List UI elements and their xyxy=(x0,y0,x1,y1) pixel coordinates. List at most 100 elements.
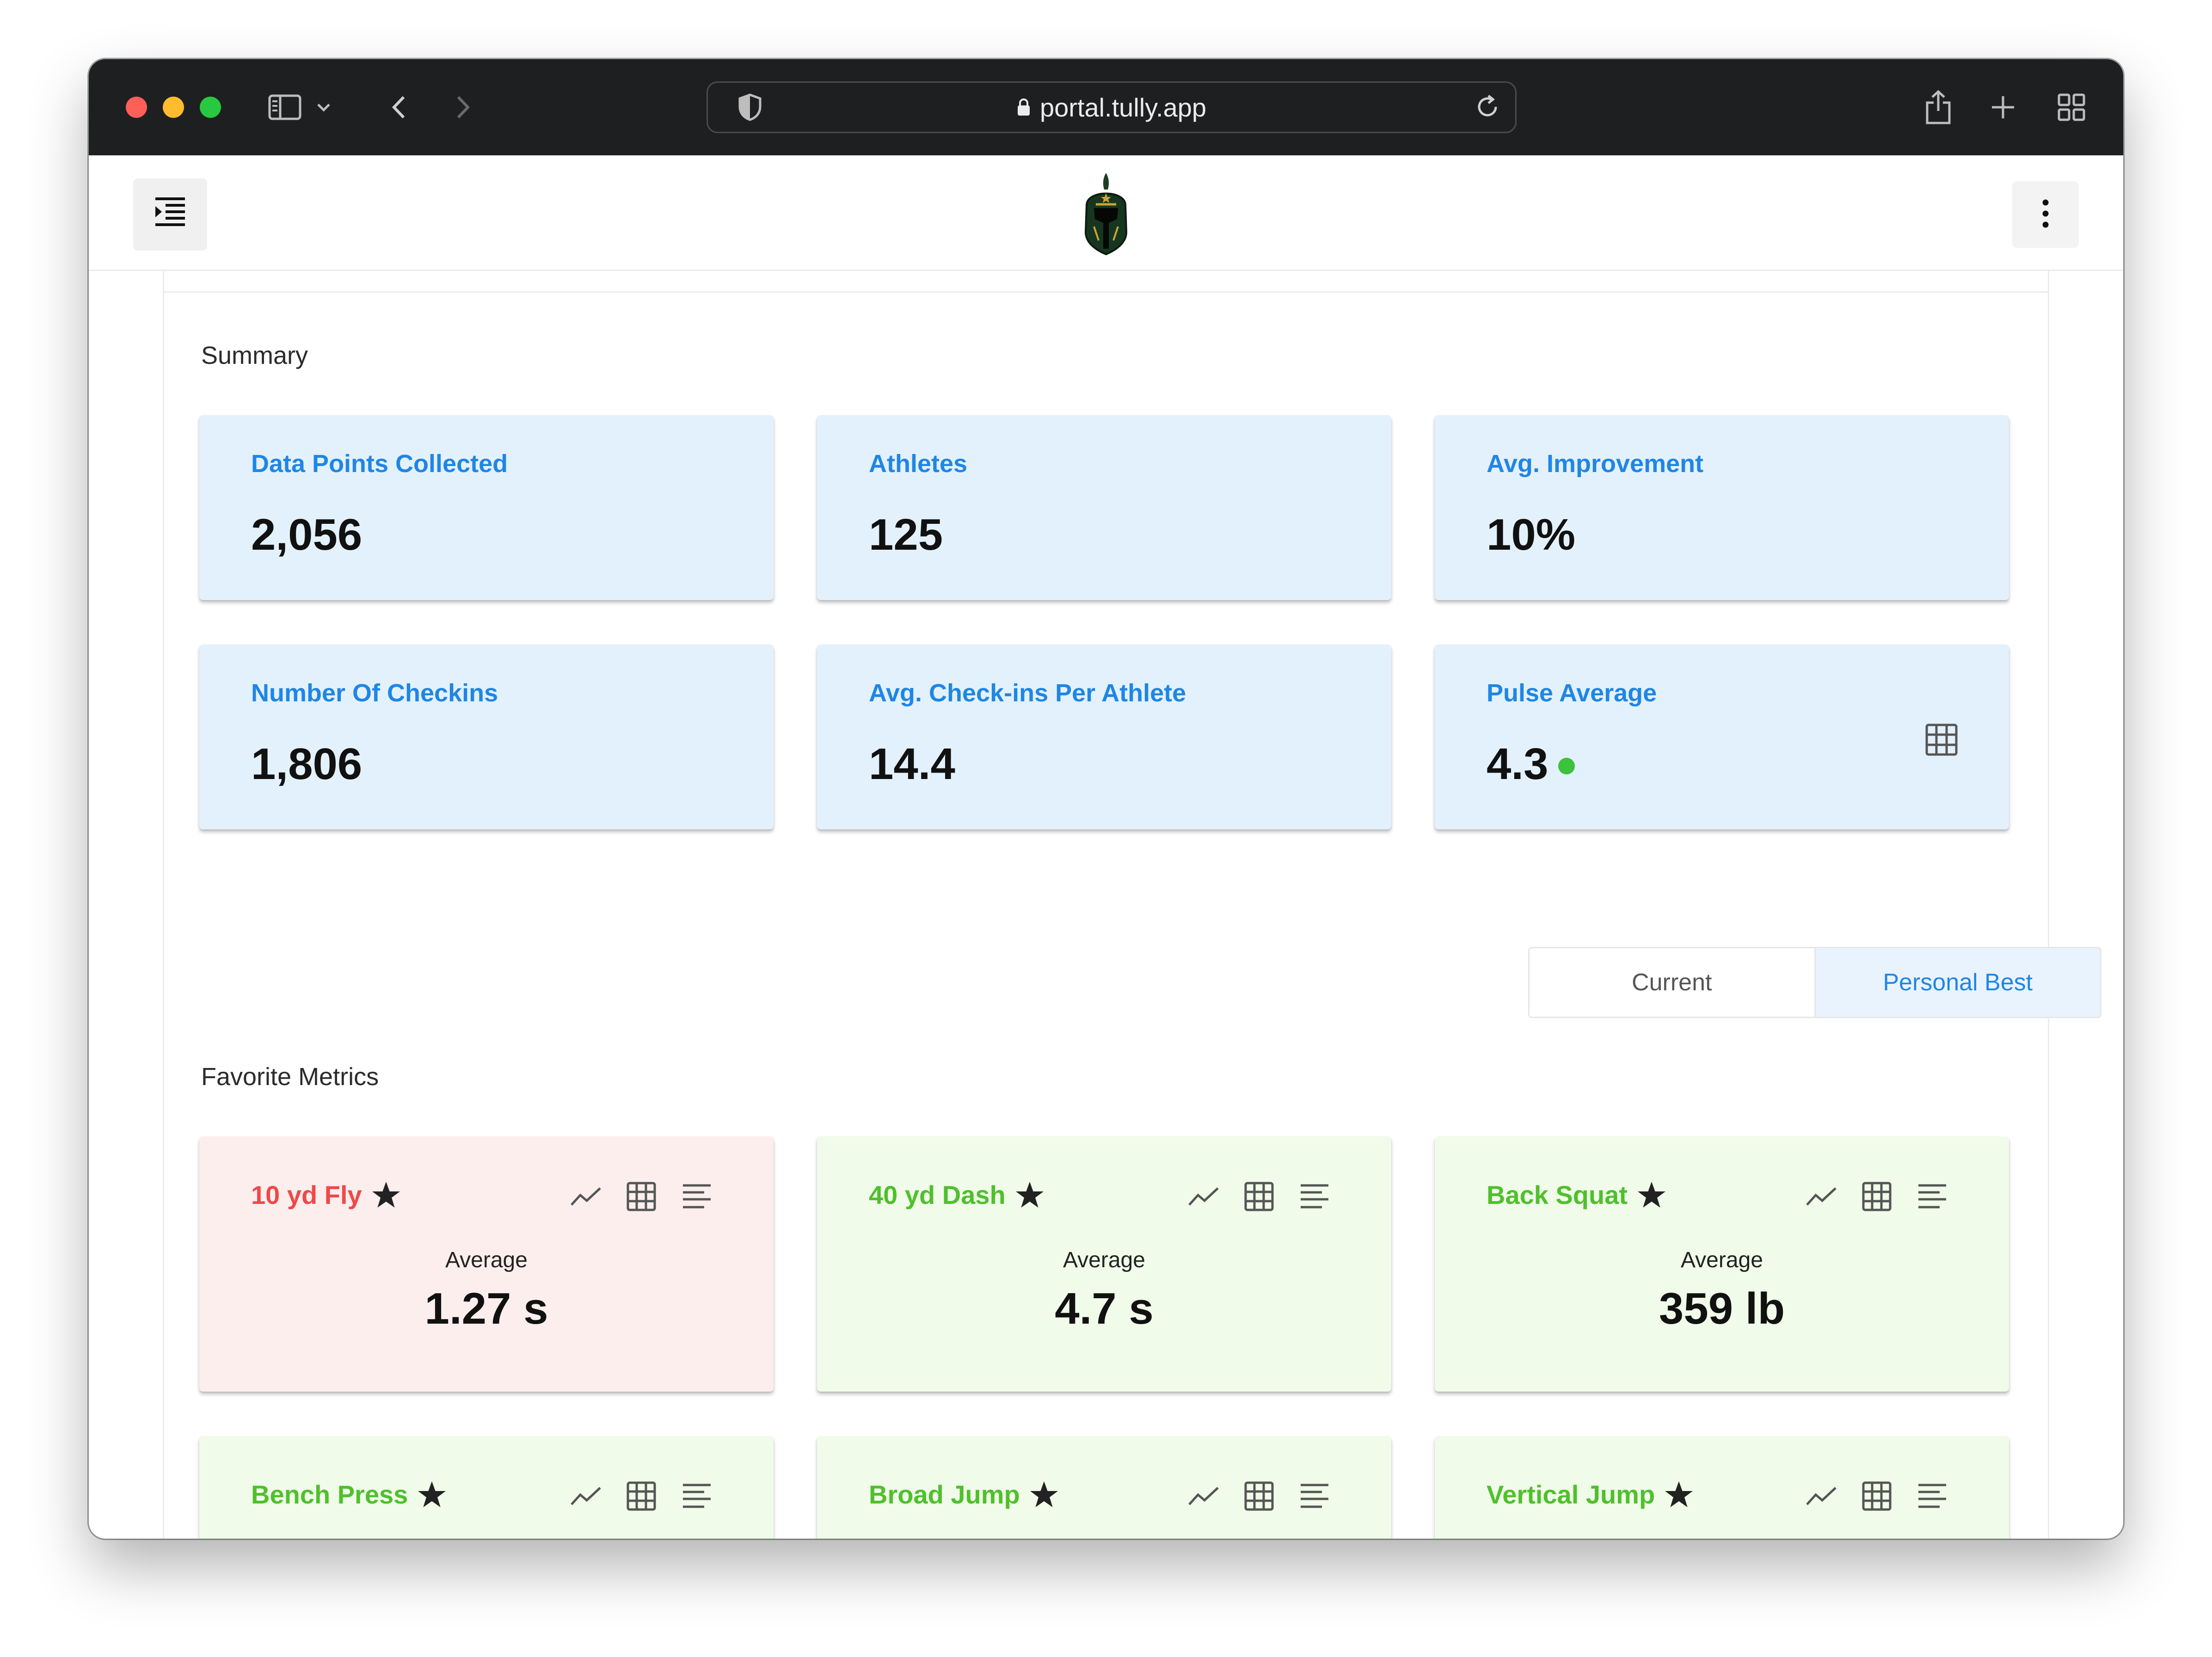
metric-view-options xyxy=(569,1479,713,1513)
list-view-icon[interactable] xyxy=(1916,1479,1949,1513)
forward-arrow-icon[interactable] xyxy=(449,91,477,124)
zoom-window-button[interactable] xyxy=(200,97,221,118)
table-grid-icon[interactable] xyxy=(1860,1479,1893,1513)
reload-icon[interactable] xyxy=(1475,94,1500,122)
metric-card-vertical-jump[interactable]: Vertical Jump xyxy=(1435,1436,2009,1539)
stat-value: 2,056 xyxy=(251,510,363,559)
chevron-down-icon[interactable] xyxy=(314,91,333,124)
minimize-window-button[interactable] xyxy=(163,97,184,118)
toggle-current[interactable]: Current xyxy=(1530,948,1814,1017)
trend-chart-icon[interactable] xyxy=(569,1180,602,1213)
stat-card-checkins-per-athlete: Avg. Check-ins Per Athlete 14.4 xyxy=(817,644,1391,829)
average-label: Average xyxy=(1681,1248,1763,1272)
star-icon[interactable] xyxy=(1664,1480,1694,1509)
pulse-average-value: 4.3 xyxy=(1487,739,1548,789)
more-options-button[interactable] xyxy=(2012,181,2079,248)
trend-chart-icon[interactable] xyxy=(1187,1180,1220,1213)
lock-icon xyxy=(1017,98,1031,117)
stat-value: 4.3 xyxy=(1487,739,1575,790)
metric-name: 10 yd Fly xyxy=(251,1180,362,1209)
metric-view-options xyxy=(1187,1180,1331,1213)
tab-overview-icon[interactable] xyxy=(2053,91,2090,124)
shield-icon[interactable] xyxy=(736,91,764,124)
favorite-metrics-heading: Favorite Metrics xyxy=(201,1063,379,1091)
kebab-menu-icon xyxy=(2041,199,2050,231)
stat-label: Number Of Checkins xyxy=(251,679,498,707)
metric-card-back-squat[interactable]: Back Squat Average 359 lb xyxy=(1435,1136,2009,1392)
list-view-icon[interactable] xyxy=(680,1479,713,1513)
trend-chart-icon[interactable] xyxy=(569,1479,602,1513)
metric-title: Bench Press xyxy=(251,1479,447,1510)
metric-name: Back Squat xyxy=(1487,1180,1628,1209)
metric-card-broad-jump[interactable]: Broad Jump xyxy=(817,1436,1391,1539)
sidebar-toggle-icon[interactable] xyxy=(266,91,303,124)
stat-label: Data Points Collected xyxy=(251,450,508,478)
address-bar-url: portal.tully.app xyxy=(1039,92,1207,122)
stat-label: Athletes xyxy=(869,450,968,478)
metric-card-bench-press[interactable]: Bench Press xyxy=(199,1436,774,1539)
average-label: Average xyxy=(445,1248,528,1272)
trend-chart-icon[interactable] xyxy=(1187,1479,1220,1513)
table-grid-icon[interactable] xyxy=(625,1479,658,1513)
star-icon[interactable] xyxy=(1637,1181,1666,1209)
metric-title: Back Squat xyxy=(1487,1180,1666,1210)
table-grid-icon[interactable] xyxy=(1242,1479,1276,1513)
list-view-icon[interactable] xyxy=(680,1180,713,1213)
metric-view-options xyxy=(1187,1479,1331,1513)
average-value: 4.7 s xyxy=(1055,1284,1154,1333)
list-view-icon[interactable] xyxy=(1298,1180,1331,1213)
browser-window: portal.tully.app xyxy=(89,59,2123,1539)
table-grid-icon[interactable] xyxy=(1860,1180,1893,1213)
table-grid-icon[interactable] xyxy=(1925,723,1958,756)
metric-title: Broad Jump xyxy=(869,1479,1059,1510)
summary-heading: Summary xyxy=(201,342,308,369)
back-arrow-icon[interactable] xyxy=(385,91,412,124)
stat-card-checkins: Number Of Checkins 1,806 xyxy=(199,644,774,829)
dashboard-content: Summary Data Points Collected 2,056 Athl… xyxy=(163,271,2101,1539)
metric-name: Vertical Jump xyxy=(1487,1480,1655,1509)
star-icon[interactable] xyxy=(371,1181,401,1209)
list-view-icon[interactable] xyxy=(1298,1479,1331,1513)
app-header xyxy=(89,155,2123,271)
stat-value: 1,806 xyxy=(251,739,363,789)
average-value: 359 lb xyxy=(1659,1284,1785,1333)
stat-card-athletes[interactable]: Athletes 125 xyxy=(817,415,1391,600)
share-icon[interactable] xyxy=(1920,90,1957,124)
stat-label: Avg. Check-ins Per Athlete xyxy=(869,679,1186,707)
table-grid-icon[interactable] xyxy=(1242,1180,1276,1213)
stat-card-pulse-average: Pulse Average 4.3 xyxy=(1435,644,2009,829)
metric-title: 40 yd Dash xyxy=(869,1180,1045,1210)
average-label: Average xyxy=(1063,1248,1145,1272)
star-icon[interactable] xyxy=(1015,1181,1045,1209)
list-view-icon[interactable] xyxy=(1916,1180,1949,1213)
stat-card-avg-improvement: Avg. Improvement 10% xyxy=(1435,415,2009,600)
metric-view-options xyxy=(569,1180,713,1213)
pulse-status-dot xyxy=(1558,758,1575,774)
current-best-toggle: Current Personal Best xyxy=(1528,947,2101,1018)
close-window-button[interactable] xyxy=(126,97,147,118)
average-value: 1.27 s xyxy=(424,1284,548,1333)
toggle-personal-best[interactable]: Personal Best xyxy=(1814,948,2100,1017)
stat-label: Avg. Improvement xyxy=(1487,450,1704,478)
metric-card-40-yd-dash[interactable]: 40 yd Dash Average 4.7 s xyxy=(817,1136,1391,1392)
metric-view-options xyxy=(1805,1180,1949,1213)
new-tab-plus-icon[interactable] xyxy=(1985,91,2022,124)
stat-value: 10% xyxy=(1487,510,1576,559)
stat-card-data-points: Data Points Collected 2,056 xyxy=(199,415,774,600)
trend-chart-icon[interactable] xyxy=(1805,1479,1838,1513)
metric-name: 40 yd Dash xyxy=(869,1180,1006,1209)
menu-toggle-button[interactable] xyxy=(133,178,207,251)
metric-card-10-yd-fly[interactable]: 10 yd Fly Average 1.27 s xyxy=(199,1136,774,1392)
metric-title: Vertical Jump xyxy=(1487,1479,1694,1510)
metric-view-options xyxy=(1805,1479,1949,1513)
browser-toolbar: portal.tully.app xyxy=(89,59,2123,155)
stat-value: 14.4 xyxy=(869,739,955,789)
stat-value: 125 xyxy=(869,510,943,559)
trend-chart-icon[interactable] xyxy=(1805,1180,1838,1213)
stat-label: Pulse Average xyxy=(1487,679,1657,707)
table-grid-icon[interactable] xyxy=(625,1180,658,1213)
address-bar[interactable]: portal.tully.app xyxy=(707,81,1517,133)
star-icon[interactable] xyxy=(1029,1480,1059,1509)
metric-name: Broad Jump xyxy=(869,1480,1020,1509)
star-icon[interactable] xyxy=(417,1480,447,1509)
